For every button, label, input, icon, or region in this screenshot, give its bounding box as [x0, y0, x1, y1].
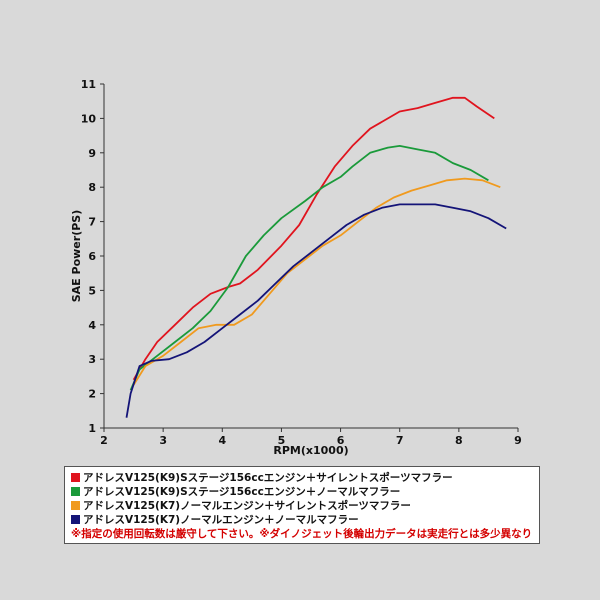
y-tick-label: 7 — [88, 216, 96, 229]
series-line-2 — [129, 144, 489, 391]
legend-swatch — [71, 472, 80, 482]
legend-label: アドレスV125(K7)ノーマルエンジン＋サイレントスポーツマフラー — [83, 499, 411, 512]
y-ticks: 1 2 3 4 5 6 7 8 9 10 11 — [81, 78, 104, 435]
legend-item: アドレスV125(K9)Sステージ156ccエンジン＋ノーマルマフラー — [71, 484, 533, 498]
x-tick-label: 8 — [455, 434, 463, 447]
y-tick-label: 6 — [88, 250, 96, 263]
y-axis-title: SAE Power(PS) — [70, 210, 83, 303]
legend-swatch — [71, 514, 80, 524]
legend: アドレスV125(K9)Sステージ156ccエンジン＋サイレントスポーツマフラー… — [64, 466, 540, 544]
x-tick-label: 7 — [396, 434, 404, 447]
y-tick-label: 4 — [88, 319, 96, 332]
x-tick-label: 3 — [159, 434, 167, 447]
y-tick-label: 2 — [88, 388, 96, 401]
legend-item: アドレスV125(K9)Sステージ156ccエンジン＋サイレントスポーツマフラー — [71, 470, 533, 484]
y-tick-label: 10 — [81, 112, 97, 125]
x-tick-label: 9 — [514, 434, 522, 447]
x-tick-label: 4 — [218, 434, 226, 447]
series-lines — [125, 96, 507, 418]
series-line-1 — [132, 96, 495, 381]
x-axis-title: RPM(x1000) — [273, 444, 348, 457]
legend-swatch — [71, 486, 80, 496]
x-ticks: 2 3 4 5 6 7 8 9 — [100, 428, 522, 447]
x-tick-label: 5 — [278, 434, 286, 447]
y-tick-label: 9 — [88, 147, 96, 160]
chart-axes: RPM(x1000) SAE Power(PS) — [70, 84, 518, 457]
legend-label: アドレスV125(K9)Sステージ156ccエンジン＋ノーマルマフラー — [83, 485, 401, 498]
series-line-4 — [125, 203, 507, 418]
x-tick-label: 6 — [337, 434, 345, 447]
series-line-3 — [132, 177, 501, 386]
legend-swatch — [71, 500, 80, 510]
y-tick-label: 8 — [88, 181, 96, 194]
x-tick-label: 2 — [100, 434, 108, 447]
disclaimer-note: ※指定の使用回転数は厳守して下さい。※ダイノジェット後輪出力データは実走行とは多… — [71, 527, 533, 540]
y-tick-label: 3 — [88, 353, 96, 366]
y-tick-label: 5 — [88, 284, 96, 297]
legend-label: アドレスV125(K7)ノーマルエンジン＋ノーマルマフラー — [83, 513, 359, 526]
legend-item: アドレスV125(K7)ノーマルエンジン＋サイレントスポーツマフラー — [71, 498, 533, 512]
legend-label: アドレスV125(K9)Sステージ156ccエンジン＋サイレントスポーツマフラー — [83, 471, 453, 484]
legend-item: アドレスV125(K7)ノーマルエンジン＋ノーマルマフラー — [71, 512, 533, 526]
y-tick-label: 1 — [88, 422, 96, 435]
y-tick-label: 11 — [81, 78, 96, 91]
